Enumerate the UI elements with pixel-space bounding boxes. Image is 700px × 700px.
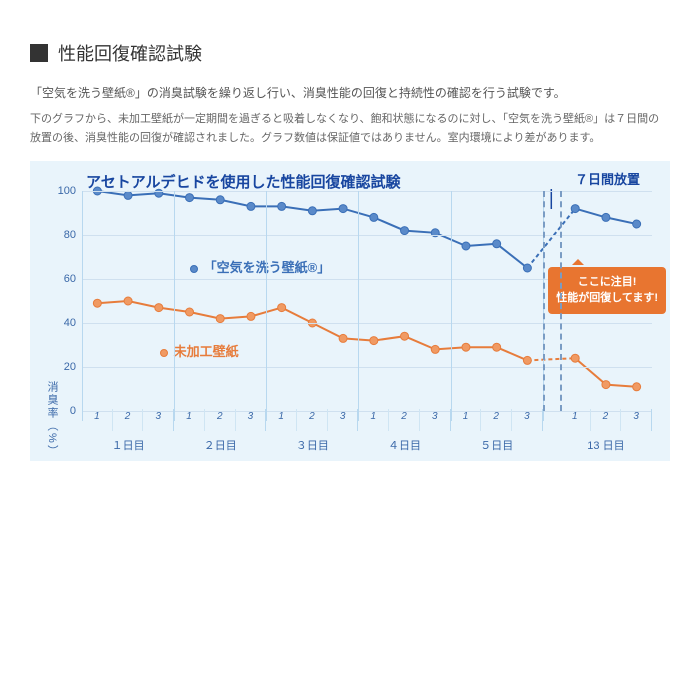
data-marker — [401, 227, 409, 235]
day-label: ５日目 — [451, 437, 543, 453]
gridline: 100 — [82, 191, 652, 192]
day-group: 123 — [82, 409, 174, 431]
vertical-separator — [82, 191, 83, 421]
data-marker — [247, 313, 255, 321]
data-marker — [186, 308, 194, 316]
chart-title: アセトアルデヒドを使用した性能回復確認試験 — [86, 171, 401, 192]
data-marker — [431, 346, 439, 354]
data-marker — [462, 344, 470, 352]
data-marker — [308, 207, 316, 215]
x-subtick: 1 — [82, 409, 113, 431]
chart-container: アセトアルデヒドを使用した性能回復確認試験 ７日間放置 消臭率（%） 0 20 40… — [30, 161, 670, 461]
vertical-separator — [174, 191, 175, 421]
gap-dashed-line — [543, 191, 545, 411]
data-marker — [370, 214, 378, 222]
y-axis-title: 消臭率（%） — [44, 381, 60, 458]
y-tick-label: 0 — [70, 405, 82, 417]
data-marker — [247, 203, 255, 211]
day-group: 123 — [174, 409, 266, 431]
vertical-separator — [266, 191, 267, 421]
data-marker — [602, 381, 610, 389]
data-marker — [124, 192, 132, 200]
x-axis-day-labels: １日目２日目３日目４日目５日目 13 日目 — [82, 437, 652, 453]
x-subtick: 1 — [266, 409, 297, 431]
data-marker — [278, 304, 286, 312]
day-group: 123 — [560, 409, 652, 431]
legend-marker-icon — [190, 265, 198, 273]
data-marker — [155, 304, 163, 312]
x-subtick: 3 — [236, 409, 266, 431]
legend-series-1: 「空気を洗う壁紙®」 — [190, 257, 330, 276]
vertical-separator — [451, 191, 452, 421]
y-tick-label: 40 — [64, 317, 82, 329]
data-marker — [370, 337, 378, 345]
x-subtick: 2 — [591, 409, 622, 431]
day-label: ２日目 — [174, 437, 266, 453]
x-subtick: 2 — [297, 409, 328, 431]
day-group: 123 — [358, 409, 450, 431]
day-label: １日目 — [82, 437, 174, 453]
y-tick-label: 80 — [64, 229, 82, 241]
legend-label-2: 未加工壁紙 — [174, 344, 239, 359]
x-axis-sub-ticks: 123123123123123123 — [82, 409, 652, 431]
data-marker — [571, 355, 579, 363]
data-marker — [339, 205, 347, 213]
data-marker — [523, 357, 531, 365]
y-tick-label: 60 — [64, 273, 82, 285]
day-label: ４日目 — [358, 437, 450, 453]
data-marker — [462, 242, 470, 250]
data-marker — [339, 335, 347, 343]
x-subtick: 1 — [358, 409, 389, 431]
x-subtick: 2 — [113, 409, 144, 431]
data-marker — [571, 205, 579, 213]
subintro-text: 下のグラフから、未加工壁紙が一定期間を過ぎると吸着しなくなり、飽和状態になるのに… — [30, 110, 670, 147]
data-marker — [493, 344, 501, 352]
x-subtick: 3 — [328, 409, 358, 431]
series-gap-line — [527, 359, 575, 361]
vertical-separator — [358, 191, 359, 421]
data-marker — [401, 333, 409, 341]
y-tick-label: 100 — [58, 185, 82, 197]
legend-marker-icon — [160, 349, 168, 357]
gridline: 40 — [82, 323, 652, 324]
gridline: 80 — [82, 235, 652, 236]
data-marker — [216, 196, 224, 204]
section-title: 性能回復確認試験 — [58, 40, 202, 66]
x-subtick: 1 — [174, 409, 205, 431]
data-marker — [186, 194, 194, 202]
x-subtick: 3 — [143, 409, 173, 431]
x-subtick: 3 — [512, 409, 542, 431]
data-marker — [124, 297, 132, 305]
x-subtick: 3 — [420, 409, 450, 431]
data-marker — [216, 315, 224, 323]
gap-dashed-line — [560, 191, 562, 411]
x-subtick: 1 — [560, 409, 591, 431]
data-marker — [93, 300, 101, 308]
x-subtick: 2 — [389, 409, 420, 431]
intro-text: 「空気を洗う壁紙®」の消臭試験を繰り返し行い、消臭性能の回復と持続性の確認を行う… — [30, 84, 670, 102]
callout-orange: ここに注目!性能が回復してます! — [548, 267, 666, 314]
gridline: 20 — [82, 367, 652, 368]
callout-text: ここに注目!性能が回復してます! — [556, 276, 658, 303]
data-marker — [523, 264, 531, 272]
data-marker — [602, 214, 610, 222]
x-subtick: 3 — [621, 409, 651, 431]
day-group: 123 — [266, 409, 358, 431]
day-label: 13 日目 — [560, 437, 652, 453]
day-label: ３日目 — [266, 437, 358, 453]
x-subtick: 2 — [205, 409, 236, 431]
day-group: 123 — [451, 409, 543, 431]
gap-label: ７日間放置 — [575, 169, 640, 188]
series-gap-line — [527, 209, 575, 268]
x-subtick: 2 — [481, 409, 512, 431]
legend-series-2: 未加工壁紙 — [160, 341, 239, 360]
section-title-marker — [30, 44, 48, 62]
x-subtick: 1 — [451, 409, 482, 431]
data-marker — [493, 240, 501, 248]
data-marker — [278, 203, 286, 211]
data-marker — [633, 220, 641, 228]
data-marker — [633, 383, 641, 391]
y-tick-label: 20 — [64, 361, 82, 373]
